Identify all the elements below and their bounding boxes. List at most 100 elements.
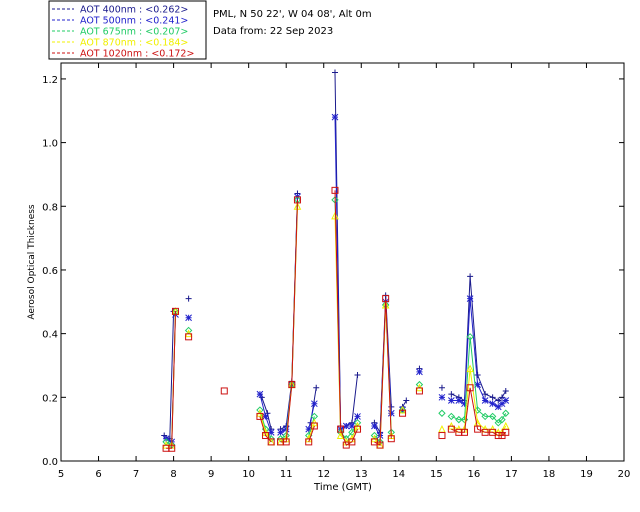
data-point-triangle xyxy=(336,431,345,440)
data-point-triangle xyxy=(466,364,474,373)
data-point-square xyxy=(262,432,270,440)
data-point-asterisk xyxy=(461,400,468,408)
data-point-square xyxy=(293,196,301,204)
data-point-plus xyxy=(489,394,496,401)
data-point-asterisk xyxy=(498,400,506,408)
series-line xyxy=(402,400,407,408)
data-point-plus xyxy=(438,384,445,391)
data-point-square xyxy=(337,425,345,433)
legend-label: AOT 870nm : <0.184> xyxy=(80,38,188,49)
data-point-plus xyxy=(467,273,474,280)
data-point-asterisk xyxy=(262,413,269,420)
plot-area xyxy=(161,69,510,452)
legend-box xyxy=(48,0,207,60)
data-point-square xyxy=(348,438,356,446)
x-tick-label: 16 xyxy=(467,469,480,480)
data-point-asterisk xyxy=(348,422,356,430)
axes: 5 6 7 8 9 10 11 12 13 14 15 16 17 18 19 20 0.0 0.2 0.4 0.6 0… xyxy=(42,63,630,480)
data-point-asterisk xyxy=(474,381,481,388)
plot-frame xyxy=(60,62,625,462)
data-point-asterisk xyxy=(305,425,313,433)
data-point-asterisk xyxy=(277,428,284,436)
data-point-plus xyxy=(474,372,481,379)
data-point-plus xyxy=(495,397,502,404)
data-point-diamond xyxy=(455,415,463,424)
data-point-square xyxy=(331,186,339,194)
data-point-asterisk xyxy=(447,397,455,404)
y-tick-label: 0.2 xyxy=(42,393,58,404)
data-point-square xyxy=(382,295,390,303)
data-point-triangle xyxy=(501,421,510,430)
data-point-asterisk xyxy=(494,403,502,411)
x-tick-label: 10 xyxy=(242,469,255,480)
data-point-plus xyxy=(482,391,489,398)
data-point-plus xyxy=(185,295,192,302)
x-tick-label: 14 xyxy=(392,469,405,480)
series-line xyxy=(451,298,507,408)
data-point-asterisk xyxy=(438,393,446,401)
data-point-asterisk xyxy=(481,397,489,404)
data-point-asterisk xyxy=(310,400,318,408)
series-line xyxy=(280,206,298,443)
data-point-square xyxy=(387,435,395,443)
data-point-square xyxy=(354,425,362,433)
data-point-square xyxy=(256,412,264,420)
data-point-diamond xyxy=(438,409,446,417)
x-tick-label: 6 xyxy=(95,469,101,480)
data-point-diamond xyxy=(447,412,456,421)
x-axis-label: Time (GMT) xyxy=(313,482,372,493)
data-point-plus xyxy=(354,372,361,379)
data-point-asterisk xyxy=(354,413,361,420)
date-label: Data from: 22 Sep 2023 xyxy=(213,26,333,37)
x-tick-label: 5 xyxy=(58,469,64,480)
series-group xyxy=(162,113,510,446)
data-point-asterisk xyxy=(455,397,463,404)
data-point-square xyxy=(399,409,407,417)
data-point-square xyxy=(376,441,384,449)
data-point-plus xyxy=(499,394,506,401)
legend-label: AOT 400nm : <0.262> xyxy=(80,5,188,16)
data-point-square xyxy=(171,307,179,315)
y-tick-label: 0.0 xyxy=(42,457,58,468)
data-point-square xyxy=(438,432,446,440)
series-group xyxy=(162,186,510,452)
data-point-square xyxy=(220,387,228,395)
data-point-asterisk xyxy=(256,390,264,398)
data-point-asterisk xyxy=(331,113,339,121)
data-point-square xyxy=(310,422,318,430)
data-point-asterisk xyxy=(342,422,350,430)
data-point-square xyxy=(267,438,275,446)
series-line xyxy=(280,193,298,430)
x-tick-label: 15 xyxy=(430,469,443,480)
x-tick-label: 18 xyxy=(543,469,556,480)
x-tick-label: 12 xyxy=(317,469,330,480)
data-point-asterisk xyxy=(466,295,474,302)
series-line xyxy=(259,416,272,443)
series-line xyxy=(280,196,298,433)
data-point-asterisk xyxy=(489,400,496,408)
x-tick-label: 17 xyxy=(505,469,518,480)
series-line xyxy=(334,190,358,446)
x-tick-label: 13 xyxy=(355,469,368,480)
series-line xyxy=(451,336,507,424)
legend: AOT 400nm : <0.262>AOT 500nm : <0.241>AO… xyxy=(48,0,207,60)
y-axis-label: Aerosol Optical Thickness xyxy=(27,204,37,320)
data-point-asterisk xyxy=(387,409,395,417)
x-tick-label: 20 xyxy=(618,469,631,480)
data-point-plus xyxy=(403,397,410,404)
data-point-diamond xyxy=(494,419,502,427)
data-point-square xyxy=(494,432,502,440)
y-tick-label: 1.2 xyxy=(42,75,58,86)
data-point-asterisk xyxy=(502,397,510,404)
x-tick-label: 8 xyxy=(170,469,176,480)
legend-label: AOT 675nm : <0.207> xyxy=(80,27,188,38)
data-point-asterisk xyxy=(371,422,378,430)
data-point-asterisk xyxy=(416,368,423,376)
data-point-square xyxy=(447,425,455,433)
data-point-square xyxy=(502,428,510,436)
x-tick-label: 9 xyxy=(208,469,214,480)
data-point-plus xyxy=(448,391,455,398)
series-line xyxy=(166,311,176,449)
data-point-plus xyxy=(313,384,320,391)
